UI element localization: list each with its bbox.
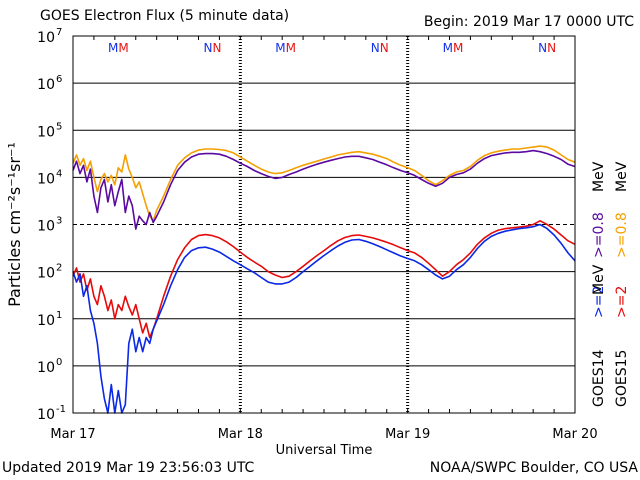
y-tick-label: 10 <box>37 407 55 423</box>
y-tick-label: 10 <box>37 30 55 46</box>
y-tick-label: 10 <box>37 360 55 376</box>
marker-label: MM <box>275 41 296 55</box>
marker-label: NN <box>203 41 221 55</box>
legend-group: GOES15 <box>614 350 630 407</box>
legend-low-label: >=2 <box>614 286 630 318</box>
credit: NOAA/SWPC Boulder, CO USA <box>429 460 638 476</box>
x-tick-label: Mar 19 <box>385 427 430 442</box>
y-axis-label: Particles cm⁻²s⁻¹sr⁻¹ <box>5 142 24 307</box>
series-line <box>72 220 576 339</box>
legend-text: MeV <box>591 161 607 192</box>
legend-text: GOES15 <box>614 350 630 407</box>
y-tick-exponent: 4 <box>56 168 62 179</box>
marker-letter: M <box>275 41 285 55</box>
y-tick-base: 10 <box>37 360 55 376</box>
y-tick-exponent: 6 <box>56 74 62 85</box>
legend-high-label: >=0.8 <box>591 212 607 258</box>
marker-letter: N <box>538 41 547 55</box>
begin-time: Begin: 2019 Mar 17 0000 UTC <box>423 14 634 30</box>
y-tick-exponent: 3 <box>56 216 62 227</box>
series-line <box>72 149 576 230</box>
y-tick-label: 10 <box>37 219 55 235</box>
y-tick-base: 10 <box>37 219 55 235</box>
x-tick-label: Mar 18 <box>218 427 263 442</box>
y-tick-base: 10 <box>37 77 55 93</box>
legend-unit: MeV <box>591 264 607 295</box>
y-tick-label: 10 <box>37 266 55 282</box>
y-tick-exponent: -1 <box>56 404 66 415</box>
legend-text: >=0.8 <box>614 212 630 258</box>
marker-label: MM <box>108 41 129 55</box>
y-tick-base: 10 <box>37 171 55 187</box>
legend-high-label: >=0.8 <box>614 212 630 258</box>
marker-letter: N <box>203 41 212 55</box>
y-tick-exponent: 1 <box>56 310 62 321</box>
marker-label: NN <box>538 41 556 55</box>
y-tick-base: 10 <box>37 407 55 423</box>
legend-text: MeV <box>614 161 630 192</box>
legend-unit: MeV <box>614 161 630 192</box>
marker-letter: M <box>453 41 463 55</box>
y-tick-base: 10 <box>37 313 55 329</box>
y-tick-label: 10 <box>37 77 55 93</box>
marker-letter: M <box>286 41 296 55</box>
chart-title: GOES Electron Flux (5 minute data) <box>40 8 290 24</box>
legend-text: MeV <box>591 264 607 295</box>
y-tick-base: 10 <box>37 266 55 282</box>
y-tick-label: 10 <box>37 313 55 329</box>
legend-text: >=0.8 <box>591 212 607 258</box>
plot-frame <box>72 35 576 414</box>
horizontal-gridlines <box>73 82 575 367</box>
series-line <box>72 145 576 222</box>
marker-letter: M <box>443 41 453 55</box>
marker-label: MM <box>443 41 464 55</box>
satellite-markers: MM NN MM NN MM NN <box>108 41 556 55</box>
data-series <box>72 145 576 414</box>
y-tick-label: 10 <box>37 124 55 140</box>
x-tick-label: Mar 17 <box>50 427 95 442</box>
legend-text: >=2 <box>614 286 630 318</box>
legend-group: GOES14 <box>591 349 607 407</box>
y-tick-exponent: 0 <box>56 357 62 368</box>
marker-letter: N <box>547 41 556 55</box>
day-separators <box>93 36 555 413</box>
marker-label: NN <box>371 41 389 55</box>
y-tick-base: 10 <box>37 124 55 140</box>
marker-letter: N <box>212 41 221 55</box>
x-tick-labels: Mar 17 Mar 18 Mar 19 Mar 20 <box>50 427 597 442</box>
marker-letter: N <box>371 41 380 55</box>
y-tick-exponent: 2 <box>56 263 62 274</box>
marker-letter: M <box>118 41 128 55</box>
x-axis-label: Universal Time <box>276 443 373 458</box>
x-tick-label: Mar 20 <box>552 427 597 442</box>
y-tick-base: 10 <box>37 30 55 46</box>
legend-text: >=2 <box>591 286 607 318</box>
legend-text: GOES14 <box>591 349 607 407</box>
updated-time: Updated 2019 Mar 19 23:56:03 UTC <box>2 460 255 476</box>
marker-letter: M <box>108 41 118 55</box>
y-tick-exponent: 5 <box>56 121 62 132</box>
y-tick-label: 10 <box>37 171 55 187</box>
legend: GOES14 >=2 >=0.8 GOES15 >=2 >=0.8 MeV MeV MeV <box>591 161 630 407</box>
y-tick-exponent: 7 <box>56 27 62 38</box>
legend-unit: MeV <box>591 161 607 192</box>
legend-low-label: >=2 <box>591 286 607 318</box>
marker-letter: N <box>380 41 389 55</box>
